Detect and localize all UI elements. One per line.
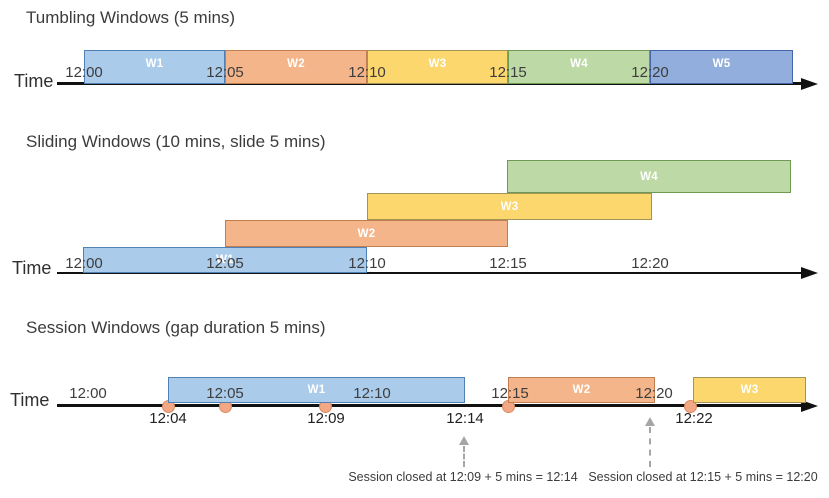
tumbling-window-w5: W5	[650, 50, 793, 84]
window-label: W1	[145, 57, 164, 70]
session-tick-1215: 12:15	[491, 385, 529, 402]
session-close-annotation-2: Session closed at 12:15 + 5 mins = 12:20	[588, 470, 818, 484]
session-tick-1220: 12:20	[635, 385, 673, 402]
sliding-tick-1215: 12:15	[489, 255, 527, 272]
tumbling-tick-1200: 12:00	[65, 64, 103, 81]
sliding-window-w1: W1	[83, 247, 367, 273]
session-event-label-1214: 12:14	[446, 410, 484, 427]
window-label: W2	[287, 57, 305, 70]
session-close-annotation-1: Session closed at 12:09 + 5 mins = 12:14	[348, 470, 578, 484]
tumbling-axis-label: Time	[14, 71, 54, 91]
sliding-timeline-arrowhead-icon	[801, 267, 818, 279]
sliding-tick-1220: 12:20	[631, 255, 669, 272]
tumbling-tick-1210: 12:10	[348, 64, 386, 81]
window-label: W4	[570, 57, 588, 70]
window-label: W3	[740, 384, 759, 396]
tumbling-window-w1: W1	[84, 50, 225, 84]
session-close-arrow-2-line	[649, 427, 651, 467]
session-section-title: Session Windows (gap duration 5 mins)	[26, 318, 326, 337]
window-label: W1	[216, 254, 234, 266]
window-label: W3	[428, 57, 447, 70]
window-label: W5	[712, 57, 731, 70]
sliding-window-w2: W2	[225, 220, 508, 247]
session-event-label-1222: 12:22	[675, 410, 713, 427]
window-label: W2	[572, 384, 591, 396]
sliding-section-title: Sliding Windows (10 mins, slide 5 mins)	[26, 132, 326, 151]
window-label: W1	[307, 384, 326, 396]
tumbling-tick-1215: 12:15	[489, 64, 527, 81]
sliding-tick-1205: 12:05	[206, 255, 244, 272]
session-close-arrow-1-line	[463, 446, 465, 467]
sliding-window-w3: W3	[367, 193, 652, 220]
session-axis-label: Time	[10, 390, 50, 410]
window-label: W3	[500, 200, 519, 213]
session-window-w3: W3	[693, 377, 806, 403]
session-event-label-1204: 12:04	[149, 410, 187, 427]
session-window-w1: W1	[168, 377, 465, 403]
tumbling-window-w2: W2	[225, 50, 367, 84]
sliding-window-w4: W4	[507, 160, 791, 193]
tumbling-window-w4: W4	[508, 50, 650, 84]
sliding-tick-1210: 12:10	[348, 255, 386, 272]
session-tick-1210: 12:10	[353, 385, 391, 402]
sliding-tick-1200: 12:00	[65, 255, 103, 272]
tumbling-timeline-arrowhead-icon	[801, 77, 818, 90]
window-label: W4	[640, 170, 658, 183]
tumbling-tick-1205: 12:05	[206, 64, 244, 81]
session-close-arrow-1-icon	[459, 436, 469, 445]
session-window-w2: W2	[508, 377, 655, 403]
session-close-arrow-2-icon	[645, 417, 655, 426]
sliding-axis-label: Time	[12, 258, 52, 278]
session-timeline	[57, 404, 801, 407]
tumbling-tick-1220: 12:20	[631, 64, 669, 81]
sliding-timeline	[57, 271, 801, 274]
window-label: W2	[357, 227, 376, 240]
tumbling-window-w3: W3	[367, 50, 508, 84]
session-tick-1200: 12:00	[69, 385, 107, 402]
session-event-label-1209: 12:09	[307, 410, 345, 427]
tumbling-section-title: Tumbling Windows (5 mins)	[26, 8, 236, 27]
session-tick-1205: 12:05	[206, 385, 244, 402]
